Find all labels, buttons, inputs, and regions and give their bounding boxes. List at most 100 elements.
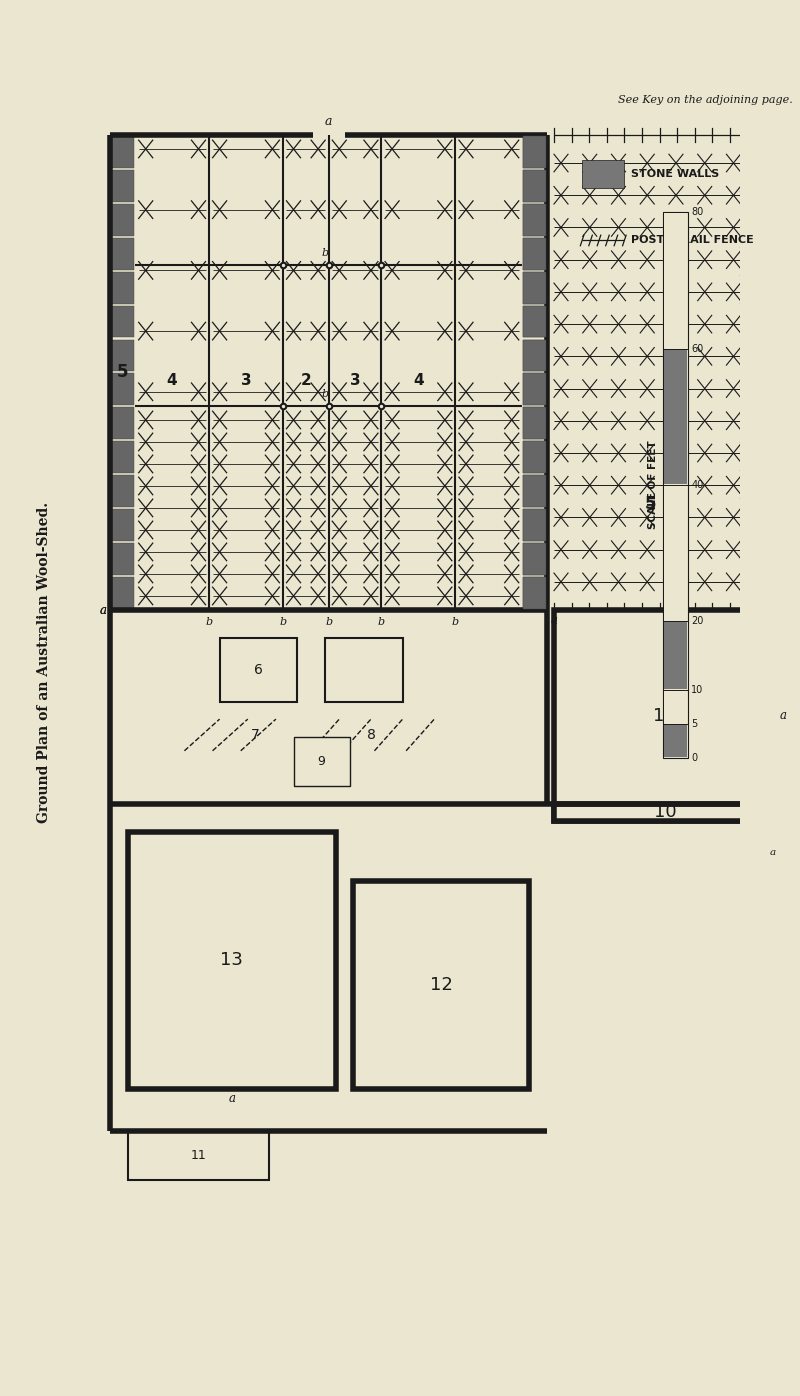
Text: b: b bbox=[279, 617, 286, 627]
Text: a: a bbox=[779, 709, 786, 722]
Bar bbox=[523, 135, 546, 168]
Bar bbox=[523, 170, 546, 201]
Text: a: a bbox=[100, 603, 107, 617]
Bar bbox=[111, 408, 134, 440]
Bar bbox=[325, 638, 402, 702]
Bar bbox=[111, 306, 134, 338]
Text: a: a bbox=[550, 613, 558, 627]
Bar bbox=[664, 214, 686, 348]
Bar bbox=[523, 374, 546, 405]
Bar bbox=[523, 374, 546, 405]
Text: 60: 60 bbox=[691, 343, 703, 353]
Text: 9: 9 bbox=[318, 755, 326, 768]
Text: 6: 6 bbox=[254, 663, 262, 677]
Bar bbox=[111, 441, 134, 473]
Text: 7: 7 bbox=[250, 727, 259, 741]
Bar bbox=[523, 441, 546, 473]
Bar bbox=[664, 725, 686, 757]
Text: 20: 20 bbox=[691, 617, 703, 627]
Bar bbox=[664, 691, 686, 723]
Text: 8: 8 bbox=[366, 727, 375, 741]
Text: b: b bbox=[322, 389, 329, 399]
Bar bbox=[111, 170, 134, 201]
Bar bbox=[111, 543, 134, 575]
Bar bbox=[582, 159, 624, 187]
Text: a: a bbox=[325, 114, 333, 128]
Bar bbox=[111, 237, 134, 269]
Bar bbox=[523, 577, 546, 609]
Bar bbox=[663, 212, 688, 758]
Bar bbox=[523, 204, 546, 236]
Bar bbox=[523, 543, 546, 575]
Text: b: b bbox=[206, 617, 213, 627]
Text: 3: 3 bbox=[241, 373, 251, 388]
Text: 11: 11 bbox=[190, 1149, 206, 1161]
Text: POST & RAIL FENCE: POST & RAIL FENCE bbox=[631, 236, 754, 246]
Bar bbox=[523, 306, 546, 338]
Text: 12: 12 bbox=[430, 976, 453, 994]
Text: a: a bbox=[229, 1092, 235, 1106]
Bar bbox=[523, 408, 546, 440]
Bar bbox=[111, 135, 134, 168]
Bar bbox=[554, 804, 776, 821]
Bar bbox=[220, 638, 297, 702]
Text: 10: 10 bbox=[654, 803, 676, 821]
Text: 0: 0 bbox=[691, 752, 698, 762]
Bar bbox=[776, 783, 800, 842]
Bar bbox=[523, 577, 546, 609]
Bar bbox=[354, 881, 530, 1089]
Text: GROUND PLAN OF AN AUSTRALIAN WOOL-SHED.: GROUND PLAN OF AN AUSTRALIAN WOOL-SHED. bbox=[37, 496, 50, 829]
Bar bbox=[523, 475, 546, 507]
Bar bbox=[111, 475, 134, 507]
Text: Ground Plan of an Australian Wool-Shed.: Ground Plan of an Australian Wool-Shed. bbox=[37, 503, 50, 824]
Bar bbox=[523, 306, 546, 338]
Bar bbox=[111, 339, 134, 371]
Text: 10: 10 bbox=[691, 684, 703, 695]
Text: 40: 40 bbox=[691, 480, 703, 490]
Text: 5: 5 bbox=[691, 719, 698, 729]
Text: b: b bbox=[452, 617, 459, 627]
Bar bbox=[523, 441, 546, 473]
Bar bbox=[111, 510, 134, 542]
Bar bbox=[523, 408, 546, 440]
Text: 3: 3 bbox=[350, 373, 361, 388]
Text: 4: 4 bbox=[413, 373, 424, 388]
Bar bbox=[523, 135, 546, 168]
Bar bbox=[523, 237, 546, 269]
Text: a: a bbox=[100, 603, 107, 617]
Text: SCALE OF FEET: SCALE OF FEET bbox=[647, 441, 658, 529]
Text: b: b bbox=[322, 248, 329, 258]
Bar bbox=[523, 204, 546, 236]
Bar bbox=[664, 349, 686, 484]
Text: a: a bbox=[770, 849, 776, 857]
Text: 14: 14 bbox=[654, 706, 676, 725]
Bar bbox=[111, 272, 134, 303]
Bar bbox=[554, 610, 776, 821]
Text: See Key on the adjoining page.: See Key on the adjoining page. bbox=[618, 95, 793, 105]
Text: 5: 5 bbox=[645, 496, 657, 514]
Bar bbox=[523, 339, 546, 371]
Bar bbox=[111, 204, 134, 236]
Text: 4: 4 bbox=[166, 373, 178, 388]
Bar bbox=[523, 170, 546, 201]
Text: b: b bbox=[325, 617, 332, 627]
Text: 2: 2 bbox=[301, 373, 311, 388]
Bar bbox=[523, 475, 546, 507]
Bar bbox=[294, 737, 350, 786]
Text: 5: 5 bbox=[117, 363, 129, 381]
Text: 80: 80 bbox=[691, 207, 703, 218]
Bar bbox=[523, 272, 546, 303]
Text: 13: 13 bbox=[221, 951, 243, 969]
Text: b: b bbox=[378, 617, 385, 627]
Bar bbox=[523, 272, 546, 303]
Bar bbox=[664, 486, 686, 621]
Text: STONE WALLS: STONE WALLS bbox=[631, 169, 720, 179]
Bar bbox=[523, 543, 546, 575]
Bar bbox=[523, 339, 546, 371]
Bar bbox=[523, 237, 546, 269]
Bar bbox=[523, 510, 546, 542]
Bar bbox=[523, 510, 546, 542]
Bar bbox=[128, 832, 336, 1089]
Bar bbox=[111, 577, 134, 609]
Bar bbox=[664, 623, 686, 690]
